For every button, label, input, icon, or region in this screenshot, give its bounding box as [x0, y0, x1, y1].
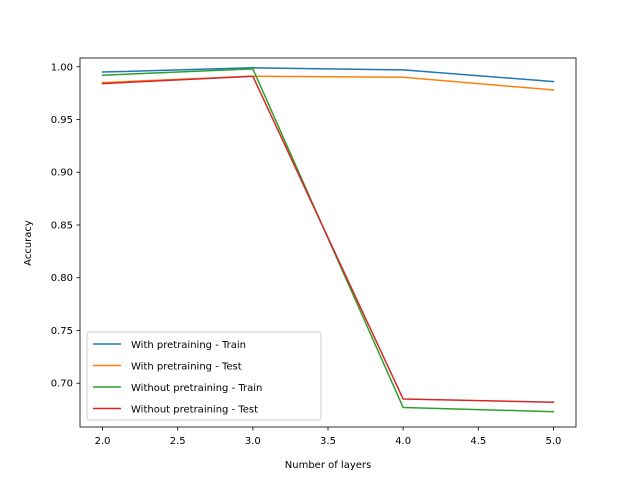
legend-box [86, 331, 322, 421]
y-tick-label: 0.75 [51, 326, 73, 337]
series-line-1 [101, 67, 555, 83]
legend: With pretraining - Train With pretraining… [86, 331, 322, 421]
y-tick-label: 0.85 [51, 220, 73, 231]
x-axis-title: Number of layers [285, 460, 371, 471]
x-tick-label: 3.5 [320, 436, 336, 447]
y-axis-title: Accuracy [23, 220, 34, 266]
x-axis: 2.0 2.5 3.0 3.5 4.0 4.5 5.0 [95, 427, 562, 447]
y-tick-label: 1.00 [51, 62, 73, 73]
legend-label-2: With pretraining - Test [131, 362, 242, 373]
x-tick-label: 5.0 [546, 436, 562, 447]
series-line-2 [101, 75, 555, 91]
y-tick-label: 0.80 [51, 273, 73, 284]
legend-label-1: With pretraining - Train [131, 340, 246, 351]
series-line-4 [101, 75, 555, 403]
x-tick-label: 4.5 [470, 436, 486, 447]
x-tick-label: 2.5 [170, 436, 186, 447]
y-axis: 0.70 0.75 0.80 0.85 0.90 0.95 1.00 [51, 62, 80, 390]
legend-label-3: Without pretraining - Train [131, 383, 262, 394]
x-tick-label: 2.0 [95, 436, 111, 447]
y-tick-label: 0.95 [51, 115, 73, 126]
legend-label-4: Without pretraining - Test [131, 405, 258, 416]
y-tick-label: 0.70 [51, 379, 73, 390]
x-tick-label: 3.0 [245, 436, 261, 447]
x-tick-label: 4.0 [395, 436, 411, 447]
y-tick-label: 0.90 [51, 168, 73, 179]
